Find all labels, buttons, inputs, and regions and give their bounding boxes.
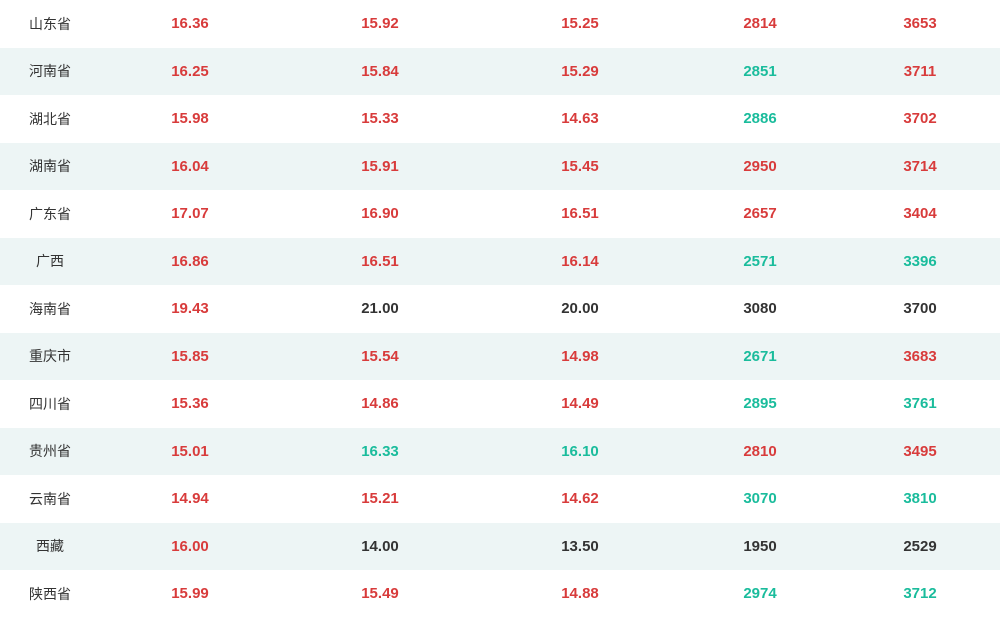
value-cell: 14.00 <box>280 538 480 555</box>
table-row: 海南省19.4321.0020.0030803700 <box>0 285 1000 333</box>
value-cell: 3702 <box>840 110 1000 127</box>
value-cell: 13.50 <box>480 538 680 555</box>
value-cell: 3495 <box>840 443 1000 460</box>
value-cell: 3711 <box>840 63 1000 80</box>
province-cell: 海南省 <box>0 299 100 319</box>
value-cell: 2529 <box>840 538 1000 555</box>
value-cell: 15.29 <box>480 63 680 80</box>
value-cell: 2950 <box>680 158 840 175</box>
table-row: 重庆市15.8515.5414.9826713683 <box>0 333 1000 381</box>
value-cell: 3080 <box>680 300 840 317</box>
table-row: 广西16.8616.5116.1425713396 <box>0 238 1000 286</box>
value-cell: 15.91 <box>280 158 480 175</box>
value-cell: 15.45 <box>480 158 680 175</box>
value-cell: 3810 <box>840 490 1000 507</box>
value-cell: 2571 <box>680 253 840 270</box>
value-cell: 3070 <box>680 490 840 507</box>
data-table: 山东省16.3615.9215.2528143653河南省16.2515.841… <box>0 0 1000 618</box>
value-cell: 2886 <box>680 110 840 127</box>
value-cell: 14.88 <box>480 585 680 602</box>
value-cell: 15.36 <box>100 395 280 412</box>
value-cell: 1950 <box>680 538 840 555</box>
province-cell: 河南省 <box>0 61 100 81</box>
value-cell: 14.63 <box>480 110 680 127</box>
value-cell: 2671 <box>680 348 840 365</box>
value-cell: 14.98 <box>480 348 680 365</box>
province-cell: 广东省 <box>0 204 100 224</box>
province-cell: 山东省 <box>0 14 100 34</box>
value-cell: 2895 <box>680 395 840 412</box>
province-cell: 陕西省 <box>0 584 100 604</box>
value-cell: 2657 <box>680 205 840 222</box>
value-cell: 2851 <box>680 63 840 80</box>
value-cell: 3714 <box>840 158 1000 175</box>
value-cell: 15.99 <box>100 585 280 602</box>
table-row: 云南省14.9415.2114.6230703810 <box>0 475 1000 523</box>
value-cell: 16.36 <box>100 15 280 32</box>
province-cell: 西藏 <box>0 536 100 556</box>
value-cell: 20.00 <box>480 300 680 317</box>
value-cell: 3700 <box>840 300 1000 317</box>
value-cell: 21.00 <box>280 300 480 317</box>
value-cell: 15.98 <box>100 110 280 127</box>
value-cell: 14.94 <box>100 490 280 507</box>
value-cell: 15.33 <box>280 110 480 127</box>
value-cell: 14.49 <box>480 395 680 412</box>
value-cell: 16.04 <box>100 158 280 175</box>
value-cell: 15.01 <box>100 443 280 460</box>
table-row: 西藏16.0014.0013.5019502529 <box>0 523 1000 571</box>
value-cell: 2814 <box>680 15 840 32</box>
value-cell: 3404 <box>840 205 1000 222</box>
value-cell: 15.85 <box>100 348 280 365</box>
value-cell: 16.51 <box>480 205 680 222</box>
value-cell: 3396 <box>840 253 1000 270</box>
value-cell: 2810 <box>680 443 840 460</box>
value-cell: 15.84 <box>280 63 480 80</box>
province-cell: 云南省 <box>0 489 100 509</box>
value-cell: 15.25 <box>480 15 680 32</box>
value-cell: 3712 <box>840 585 1000 602</box>
value-cell: 15.49 <box>280 585 480 602</box>
value-cell: 15.54 <box>280 348 480 365</box>
province-cell: 四川省 <box>0 394 100 414</box>
value-cell: 16.10 <box>480 443 680 460</box>
value-cell: 16.14 <box>480 253 680 270</box>
value-cell: 3653 <box>840 15 1000 32</box>
province-cell: 贵州省 <box>0 441 100 461</box>
value-cell: 16.33 <box>280 443 480 460</box>
value-cell: 15.21 <box>280 490 480 507</box>
value-cell: 16.90 <box>280 205 480 222</box>
table-row: 贵州省15.0116.3316.1028103495 <box>0 428 1000 476</box>
value-cell: 17.07 <box>100 205 280 222</box>
table-row: 湖南省16.0415.9115.4529503714 <box>0 143 1000 191</box>
table-row: 山东省16.3615.9215.2528143653 <box>0 0 1000 48</box>
table-row: 陕西省15.9915.4914.8829743712 <box>0 570 1000 618</box>
province-cell: 重庆市 <box>0 346 100 366</box>
province-cell: 湖北省 <box>0 109 100 129</box>
province-cell: 广西 <box>0 251 100 271</box>
value-cell: 16.51 <box>280 253 480 270</box>
table-row: 河南省16.2515.8415.2928513711 <box>0 48 1000 96</box>
value-cell: 14.62 <box>480 490 680 507</box>
table-row: 四川省15.3614.8614.4928953761 <box>0 380 1000 428</box>
value-cell: 2974 <box>680 585 840 602</box>
value-cell: 3683 <box>840 348 1000 365</box>
province-cell: 湖南省 <box>0 156 100 176</box>
value-cell: 16.25 <box>100 63 280 80</box>
table-row: 湖北省15.9815.3314.6328863702 <box>0 95 1000 143</box>
value-cell: 16.00 <box>100 538 280 555</box>
table-row: 广东省17.0716.9016.5126573404 <box>0 190 1000 238</box>
value-cell: 19.43 <box>100 300 280 317</box>
value-cell: 14.86 <box>280 395 480 412</box>
value-cell: 16.86 <box>100 253 280 270</box>
value-cell: 15.92 <box>280 15 480 32</box>
value-cell: 3761 <box>840 395 1000 412</box>
